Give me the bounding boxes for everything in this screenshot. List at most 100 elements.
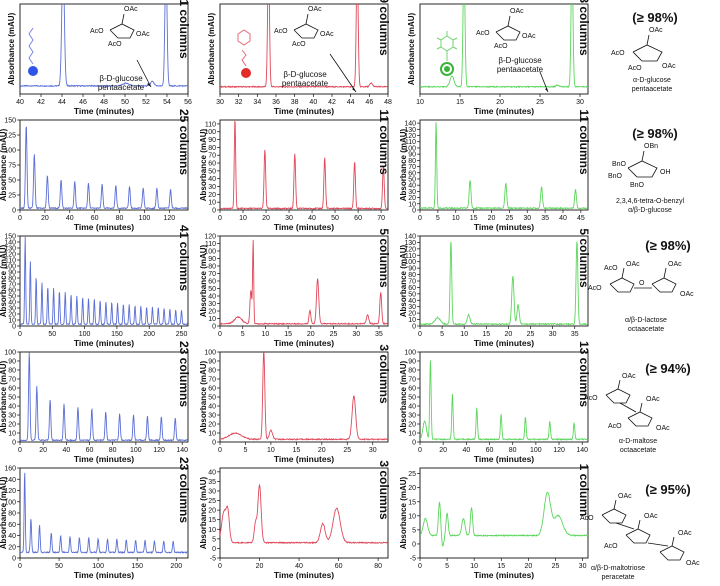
x-tick-label: 60 (486, 447, 494, 454)
inset-2-oac-top: OAc (308, 6, 322, 13)
annotation-panel-3: β-D-glucose pentaacetate (497, 56, 549, 93)
y-tick-label: 75 (8, 163, 16, 170)
chromatogram-trace (220, 483, 388, 545)
x-tick-label: 30 (216, 99, 224, 106)
y-tick-label: 10 (408, 431, 416, 438)
y-tick-label: 110 (5, 258, 16, 265)
plot-frame (219, 3, 389, 95)
x-tick-label: 70 (377, 215, 385, 222)
x-tick-label: 20 (439, 447, 447, 454)
chromatogram-trace (20, 472, 188, 555)
x-tick-label: 34 (253, 99, 261, 106)
y-axis-label: Absorbance (mAU) (199, 476, 208, 549)
y-tick-label: 20 (208, 422, 216, 429)
y-tick-label: 90 (408, 359, 416, 366)
y-tick-label: 30 (208, 301, 216, 308)
x-tick-label: 20 (524, 563, 532, 570)
x-tick-label: 5 (436, 215, 440, 222)
x-tick-label: 40 (559, 215, 567, 222)
plot-frame (419, 351, 589, 443)
y-tick-label: 60 (408, 386, 416, 393)
y-tick-label: 50 (408, 176, 416, 183)
x-tick-label: 20 (496, 99, 504, 106)
y-tick-label: 130 (4, 246, 16, 253)
chromatogram-panel-5: 0 10 20 30 40 50 60 700102030405060708090100110… (199, 109, 391, 232)
tetrabenzyl-glucose-structure (627, 150, 658, 178)
x-tick-label: 20 (488, 215, 496, 222)
x-tick-label: 32 (235, 99, 243, 106)
y-tick-label: 100 (404, 350, 416, 357)
y-axis-label: Absorbance (mAU) (199, 244, 208, 317)
compound-4-name-line-2: octaacetate (620, 447, 656, 454)
y-tick-label: 40 (8, 533, 16, 540)
x-tick-label: 150 (111, 331, 123, 338)
x-tick-label: 44 (58, 99, 66, 106)
x-tick-label: 42 (328, 99, 336, 106)
y-axis-label: Absorbance (mAU) (199, 128, 208, 201)
c5-oac-right-top: OAc (678, 530, 692, 537)
y-tick-label: 5 (212, 536, 216, 543)
c4-oac-mid: OAc (646, 396, 660, 403)
y-tick-label: 10 (208, 316, 216, 323)
chromatogram-trace (420, 4, 588, 89)
y-tick-label: 30 (8, 413, 16, 420)
y-tick-label: 25 (8, 193, 16, 200)
y-axis-label: Absorbance (mAU) (407, 12, 416, 85)
y-tick-label: -5 (210, 556, 216, 563)
x-tick-label: 30 (369, 447, 377, 454)
x-axis-label: Time (minutes) (274, 106, 334, 116)
chromatogram-trace (420, 122, 588, 210)
x-tick-label: 10 (470, 563, 478, 570)
chromatogram-trace (420, 241, 588, 326)
y-tick-label: 120 (404, 133, 416, 140)
y-tick-label: 90 (8, 359, 16, 366)
maltotriose-peracetate-structure (601, 499, 685, 561)
x-axis-label: Time (minutes) (74, 222, 134, 232)
y-tick-label: 60 (208, 161, 216, 168)
x-tick-label: 150 (131, 563, 143, 570)
y-tick-label: 0 (212, 324, 216, 331)
column-count-label: 3 columns (577, 0, 591, 56)
x-tick-label: 30 (352, 331, 360, 338)
y-tick-label: 20 (8, 422, 16, 429)
y-tick-label: 30 (208, 184, 216, 191)
x-tick-label: 10 (416, 99, 424, 106)
y-tick-label: 50 (8, 395, 16, 402)
plot-frame (219, 119, 389, 211)
y-tick-label: 70 (8, 282, 16, 289)
glucose-structure-inset-2 (293, 13, 319, 39)
alkyl-linker-icon (28, 27, 34, 65)
y-tick-label: 110 (205, 241, 216, 248)
y-tick-label: 140 (4, 240, 16, 247)
y-tick-label: 10 (8, 318, 16, 325)
column-count-label: 25 columns (177, 109, 191, 175)
y-tick-label: 150 (4, 234, 16, 241)
x-tick-label: 60 (335, 563, 343, 570)
y-tick-label: 20 (408, 311, 416, 318)
alpha-glucose-pentaacetate-structure (632, 34, 663, 62)
inset-3-oac-top: OAc (510, 8, 524, 15)
x-tick-label: 52 (142, 99, 150, 106)
purity-label-2: (≥ 98%) (632, 126, 677, 141)
c1-aco-left: AcO (611, 50, 625, 57)
chromatogram-panel-8: 0 5 10 15 20 25 30 3501020304050607080901001101… (199, 228, 391, 348)
y-tick-label: 40 (208, 294, 216, 301)
x-tick-label: 60 (354, 215, 362, 222)
compound-5-name-line-1: α/β-D-maltotriose (591, 565, 645, 572)
y-tick-label: 50 (208, 286, 216, 293)
x-tick-label: 40 (308, 215, 316, 222)
y-tick-label: 60 (408, 170, 416, 177)
purity-column: (≥ 98%) (≥ 98%) (≥ 98%) (≥ 94%) (≥ 95%) (632, 10, 690, 497)
y-tick-label: 80 (208, 368, 216, 375)
y-tick-label: 60 (8, 288, 16, 295)
y-tick-label: 80 (208, 264, 216, 271)
x-tick-label: 40 (16, 99, 24, 106)
y-tick-label: 130 (404, 127, 416, 134)
x-tick-label: 25 (343, 447, 351, 454)
compound-3-name-line-1: α/β-D-lactose (625, 317, 667, 324)
y-tick-label: 0 (212, 440, 216, 447)
y-tick-label: 25 (408, 471, 416, 478)
glucose-structure-inset-3 (495, 15, 521, 41)
compound-5-name-line-2: peracetate (601, 574, 634, 581)
x-tick-label: 35 (571, 331, 579, 338)
